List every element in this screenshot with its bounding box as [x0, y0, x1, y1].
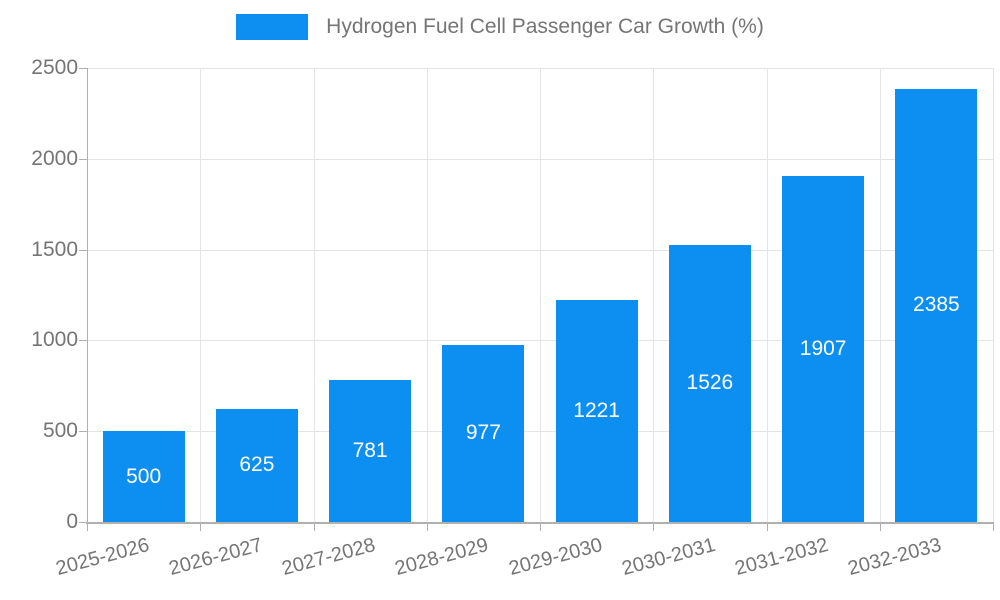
y-tick-label: 0 — [66, 510, 78, 533]
bar: 977 — [442, 344, 525, 522]
x-gridline — [540, 68, 541, 522]
y-tick-label: 500 — [42, 419, 78, 443]
y-tick-mark — [79, 249, 87, 251]
y-tick-label: 1000 — [31, 328, 78, 352]
bar: 781 — [329, 380, 412, 522]
x-tick-mark — [653, 523, 655, 531]
legend-label: Hydrogen Fuel Cell Passenger Car Growth … — [326, 15, 764, 38]
x-gridline — [653, 68, 655, 522]
y-tick-mark — [79, 68, 87, 69]
bar: 2385 — [895, 88, 978, 522]
y-tick-label: 1500 — [31, 237, 78, 261]
bar: 625 — [215, 408, 298, 522]
bar: 500 — [102, 431, 185, 522]
y-tick-mark — [79, 431, 87, 433]
legend: Hydrogen Fuel Cell Passenger Car Growth … — [0, 14, 1000, 40]
bar: 1221 — [555, 300, 638, 522]
bar-value-label: 1907 — [799, 336, 847, 360]
x-tick-mark — [87, 523, 88, 531]
x-tick-mark — [426, 523, 428, 531]
bar-value-label: 1221 — [573, 399, 620, 423]
bar-value-label: 625 — [239, 453, 275, 477]
y-tick-label: 2000 — [31, 146, 78, 170]
x-tick-mark — [540, 523, 541, 531]
x-tick-mark — [200, 523, 202, 531]
y-tick-mark — [79, 340, 87, 342]
bar: 1907 — [782, 175, 865, 522]
bar-value-label: 2385 — [913, 293, 960, 317]
legend-swatch — [236, 14, 309, 40]
bar-value-label: 781 — [352, 439, 388, 463]
y-tick-label: 2500 — [31, 56, 78, 79]
x-gridline — [879, 68, 881, 522]
x-tick-mark — [993, 523, 994, 531]
bar-value-label: 500 — [126, 464, 162, 488]
y-tick-mark — [79, 158, 87, 160]
bar-value-label: 977 — [465, 421, 501, 445]
x-gridline — [200, 68, 202, 522]
bar: 1526 — [668, 244, 751, 522]
x-tick-mark — [313, 523, 315, 531]
x-gridline — [766, 68, 768, 522]
y-tick-mark — [79, 522, 87, 523]
x-tick-mark — [766, 523, 768, 531]
x-gridline — [426, 68, 428, 522]
y-axis — [87, 68, 88, 523]
bar-value-label: 1526 — [686, 371, 734, 395]
x-tick-mark — [879, 523, 881, 531]
x-gridline — [313, 68, 315, 522]
plot-area: 500 625 781 977 1221 1526 1907 2385 — [87, 68, 994, 522]
x-gridline — [993, 68, 994, 522]
